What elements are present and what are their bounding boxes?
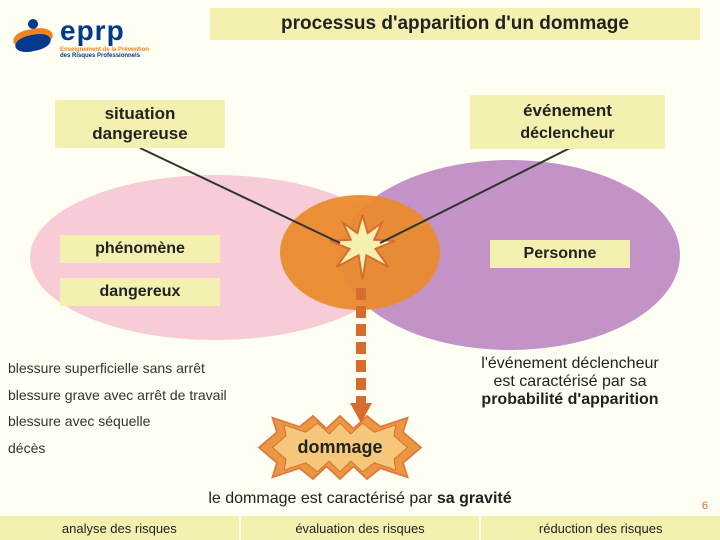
caption-line: l'événement déclencheur: [435, 355, 705, 373]
label: déclencheur: [520, 125, 614, 143]
caption-line: probabilité d'apparition: [435, 391, 705, 409]
nav-item-reduction[interactable]: réduction des risques: [481, 516, 720, 540]
bottom-nav: analyse des risques évaluation des risqu…: [0, 516, 720, 540]
logo-icon: [12, 17, 54, 59]
page-number: 6: [702, 500, 708, 512]
nav-item-analyse[interactable]: analyse des risques: [0, 516, 241, 540]
logo-sub-text-2: des Risques Professionnels: [60, 53, 149, 59]
connector-situation: [130, 148, 350, 248]
page-title: processus d'apparition d'un dommage: [210, 8, 700, 40]
list-item: blessure grave avec arrêt de travail: [8, 382, 227, 409]
label: dangereuse: [92, 124, 187, 144]
logo-main-text: eprp: [60, 17, 149, 45]
caption-probability: l'événement déclencheur est caractérisé …: [435, 355, 705, 409]
box-dangereux: dangereux: [60, 278, 220, 306]
box-personne: Personne: [490, 240, 630, 268]
box-evenement-declencheur: événement déclencheur: [470, 95, 665, 149]
connector-evenement: [380, 148, 580, 248]
caption-gravity: le dommage est caractérisé par sa gravit…: [0, 490, 720, 508]
arrow-to-dommage: [350, 288, 372, 423]
list-item: décès: [8, 435, 227, 462]
damage-severity-list: blessure superficielle sans arrêt blessu…: [8, 355, 227, 461]
logo: eprp Enseignement de la Prévention des R…: [12, 8, 192, 68]
label: situation: [105, 104, 176, 124]
dommage-label: dommage: [297, 437, 382, 458]
dommage-burst: dommage: [250, 415, 430, 480]
box-phenomene: phénomène: [60, 235, 220, 263]
caption-strong: sa gravité: [437, 490, 512, 507]
label: événement: [523, 101, 612, 121]
caption-line: le dommage est caractérisé par: [208, 490, 437, 507]
list-item: blessure superficielle sans arrêt: [8, 355, 227, 382]
box-situation-dangereuse: situation dangereuse: [55, 100, 225, 148]
caption-line: est caractérisé par sa: [435, 373, 705, 391]
nav-item-evaluation[interactable]: évaluation des risques: [241, 516, 482, 540]
list-item: blessure avec séquelle: [8, 408, 227, 435]
